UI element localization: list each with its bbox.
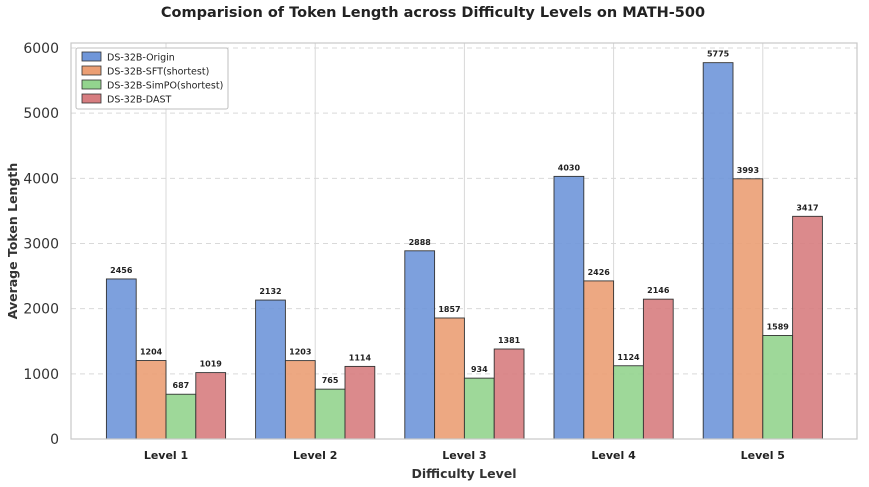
bar: [195, 372, 227, 440]
y-axis-label: Average Token Length: [5, 163, 20, 320]
bar-value-label: 2888: [409, 238, 432, 247]
x-axis-label: Difficulty Level: [411, 466, 516, 481]
bar-value-label: 1203: [289, 348, 311, 357]
bar: [165, 393, 197, 440]
bar: [702, 62, 734, 440]
bar: [314, 388, 346, 440]
x-tick-label: Level 1: [144, 449, 188, 462]
bar: [463, 377, 495, 440]
y-tick-label: 4000: [23, 171, 59, 187]
y-tick-label: 3000: [23, 237, 59, 253]
legend-swatch: [81, 51, 102, 62]
bar: [613, 365, 644, 440]
bar-value-label: 2456: [110, 266, 133, 275]
x-tick-label: Level 4: [591, 449, 636, 462]
bar: [105, 278, 137, 440]
bar-value-label: 3993: [737, 166, 759, 175]
bar: [344, 365, 376, 440]
legend: DS-32B-Origin DS-32B-SFT(shortest) DS-32B-…: [75, 47, 229, 110]
bar: [135, 360, 167, 440]
bars: [105, 62, 823, 440]
y-tick-labels: 0 1000 2000 3000 4000 5000 6000: [23, 41, 59, 448]
bar: [404, 250, 436, 440]
bar-value-label: 1019: [200, 360, 223, 369]
y-tick-label: 6000: [23, 41, 59, 57]
x-tick-label: Level 3: [442, 449, 486, 462]
bar-value-label: 2146: [647, 286, 670, 295]
chart-title: Comparision of Token Length across Diffi…: [161, 5, 705, 21]
bar-value-label: 2132: [259, 287, 281, 296]
bar-value-label: 4030: [558, 163, 581, 172]
bar: [732, 178, 764, 440]
legend-swatch: [81, 65, 102, 76]
bar-value-label: 1857: [438, 305, 460, 314]
bar-value-label: 2426: [588, 268, 611, 277]
bar-value-label: 1381: [498, 336, 521, 345]
bar-value-label: 1124: [617, 353, 640, 362]
legend-label: DS-32B-Origin: [107, 53, 175, 64]
y-tick-label: 5000: [23, 106, 59, 122]
x-tick-label: Level 5: [741, 449, 785, 462]
plot-frame: [70, 42, 858, 440]
legend-box: [75, 47, 229, 110]
y-tick-label: 0: [50, 432, 59, 448]
bar: [493, 348, 525, 440]
x-tick-labels: Level 1 Level 2 Level 3 Level 4 Level 5: [144, 449, 785, 462]
legend-label: DS-32B-SimPO(shortest): [107, 81, 223, 92]
bar-value-label: 1589: [767, 322, 790, 331]
legend-label: DS-32B-DAST: [107, 95, 171, 106]
bar: [642, 298, 674, 440]
bar: [762, 335, 794, 440]
bar: [583, 280, 615, 440]
bar: [434, 317, 465, 440]
y-tick-label: 1000: [23, 367, 59, 383]
bar-value-label: 934: [471, 365, 488, 374]
bar-value-label: 1114: [349, 353, 372, 362]
legend-swatch: [81, 79, 102, 90]
bar: [792, 215, 823, 440]
bar-value-label: 3417: [796, 203, 818, 212]
x-tick-label: Level 2: [293, 449, 337, 462]
bar: [255, 299, 286, 440]
bar-value-label: 5775: [707, 50, 730, 59]
bar-value-label: 1204: [140, 348, 163, 357]
bar-value-label: 687: [173, 381, 190, 390]
bar: [284, 360, 316, 440]
y-tick-label: 2000: [23, 302, 59, 318]
legend-label: DS-32B-SFT(shortest): [107, 67, 209, 78]
bar-value-label: 765: [322, 376, 339, 385]
bar: [553, 175, 585, 440]
data-labels: 2456 2132 2888 4030 5775 1204 1203 1857 2426 3993…: [110, 50, 818, 391]
legend-swatch: [81, 93, 102, 104]
